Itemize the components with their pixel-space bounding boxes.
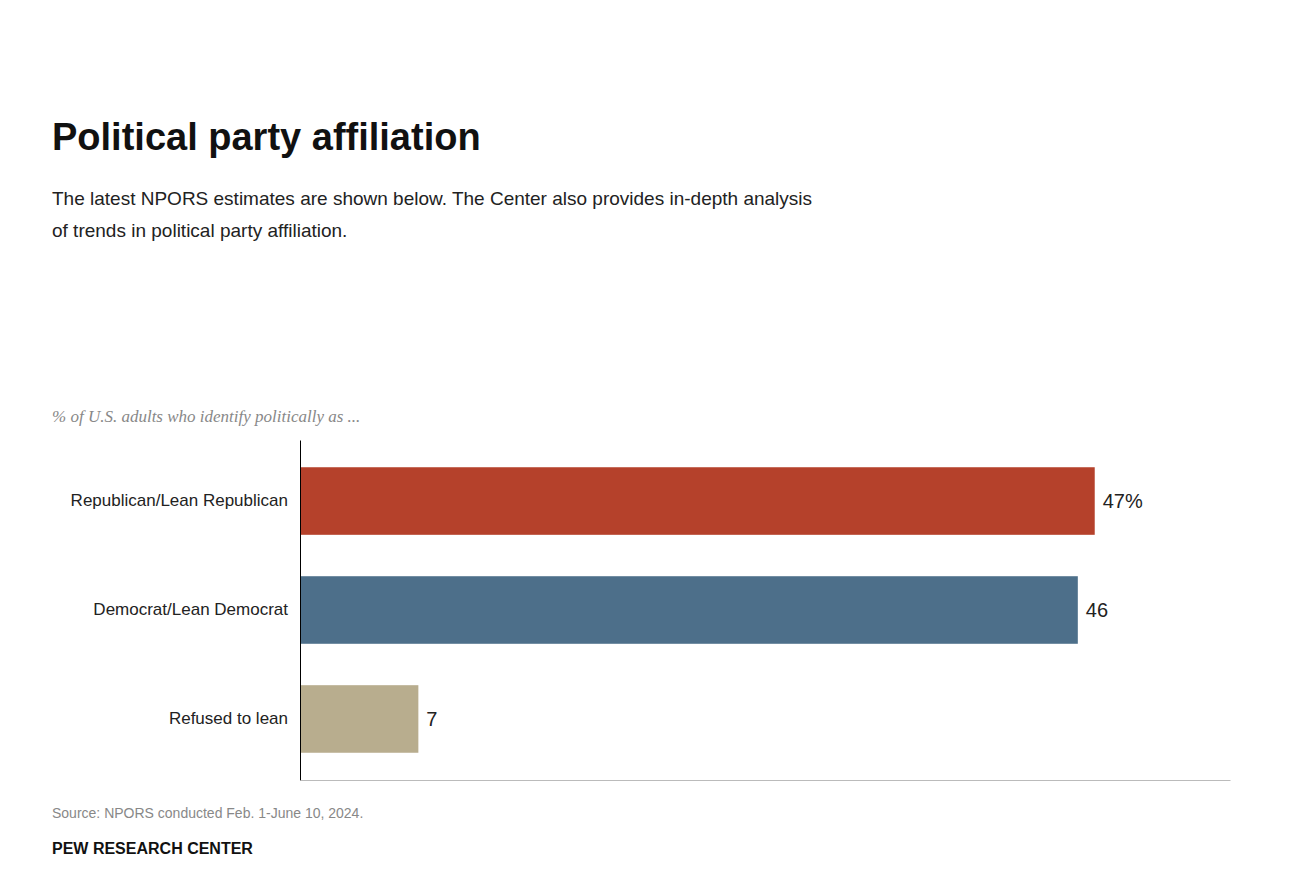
data-label: 47%	[1103, 490, 1143, 512]
bars	[300, 467, 1095, 753]
y-tick: Refused to lean	[169, 709, 300, 728]
x-axis-label: % of U.S. adults who identify politicall…	[52, 407, 360, 426]
y-tick-label: Refused to lean	[169, 709, 288, 728]
subtitle: The latest NPORS estimates are shown bel…	[52, 188, 812, 209]
data-label: 46	[1086, 599, 1108, 621]
y-tick: Democrat/Lean Democrat	[93, 600, 300, 619]
plot-area: 47% 46 7 Republican/Lean Republican Democrat…	[71, 441, 1231, 781]
title: Political party affiliation	[52, 116, 481, 158]
y-tick-label: Republican/Lean Republican	[71, 491, 288, 510]
footer: PEW RESEARCH CENTER	[52, 840, 253, 857]
source: Source: NPORS conducted Feb. 1-June 10, …	[52, 805, 363, 821]
y-tick-label: Democrat/Lean Democrat	[93, 600, 288, 619]
subtitle: of trends in political party affiliation…	[52, 220, 347, 241]
bar	[300, 576, 1078, 644]
y-tick: Republican/Lean Republican	[71, 491, 300, 510]
y-axis: Republican/Lean Republican Democrat/Lean …	[71, 441, 301, 781]
x-axis-line	[301, 780, 1231, 781]
bar	[300, 467, 1095, 535]
chart: Political party affiliation The latest NP…	[0, 0, 1314, 896]
bar	[300, 685, 418, 753]
data-label: 7	[426, 708, 437, 730]
x-axis	[301, 780, 1231, 781]
data-labels: 47% 46 7	[426, 490, 1143, 730]
y-axis-line	[300, 441, 301, 781]
